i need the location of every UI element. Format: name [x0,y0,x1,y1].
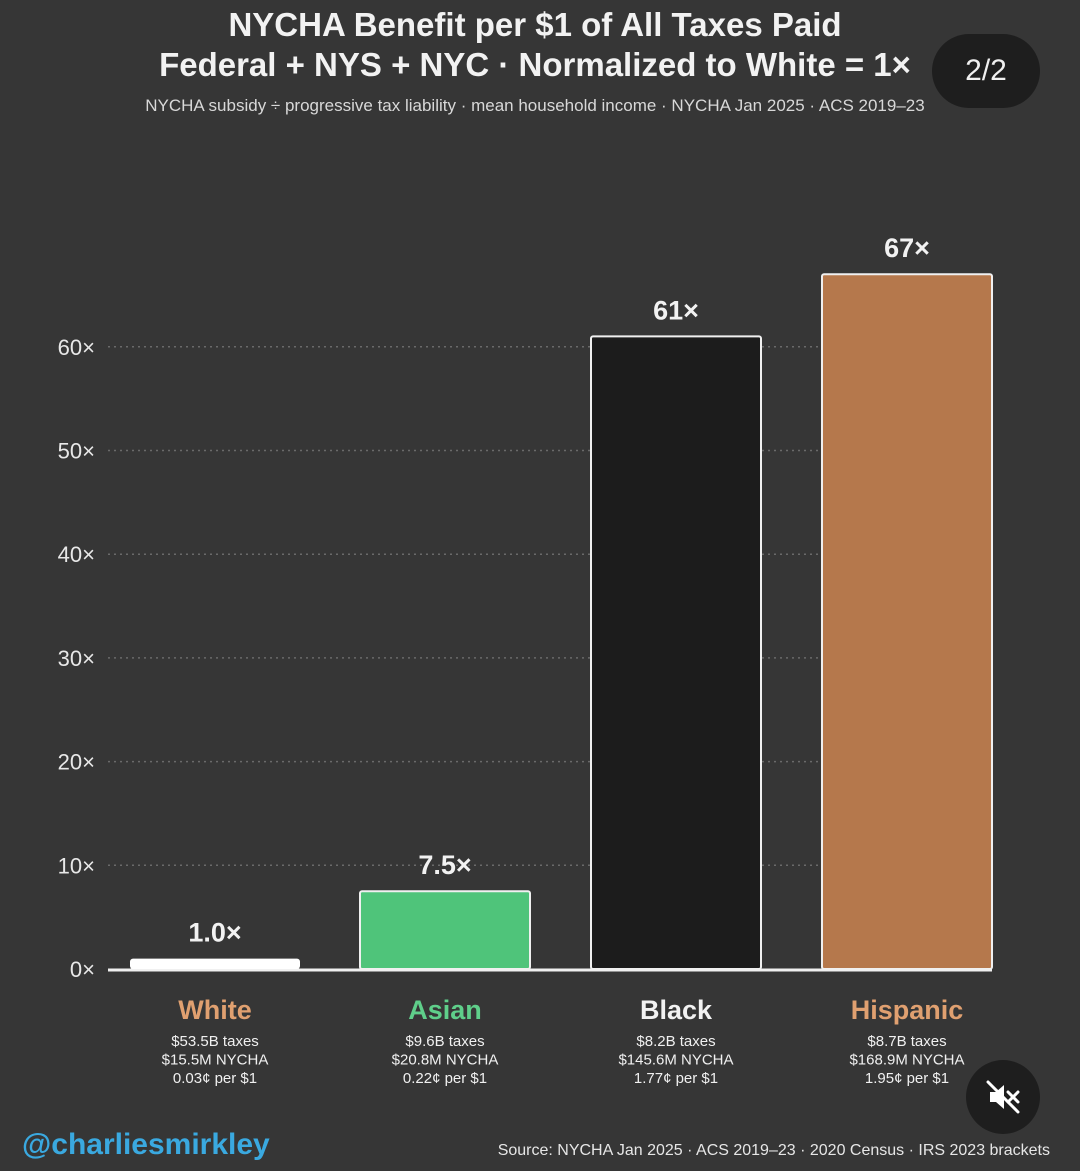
chart-title: NYCHA Benefit per $1 of All Taxes Paid [228,6,842,43]
bar-white [130,958,300,969]
y-tick-label: 60× [58,335,95,360]
y-tick-label: 50× [58,439,95,464]
data-label: 7.5× [418,850,471,880]
category-detail: 0.22¢ per $1 [403,1070,487,1087]
y-tick-label: 20× [58,750,95,775]
category-detail: $15.5M NYCHA [162,1052,269,1069]
chart-subtitle: NYCHA subsidy ÷ progressive tax liabilit… [145,96,925,115]
category-detail: $53.5B taxes [171,1033,259,1050]
category-detail: $9.6B taxes [405,1033,484,1050]
author-handle[interactable]: @charliesmirkley [22,1128,270,1161]
category-label: Black [640,995,713,1025]
chart-title-line-2: Federal + NYS + NYC · Normalized to Whit… [159,46,911,83]
data-label: 1.0× [188,918,241,948]
category-detail: $168.9M NYCHA [849,1052,964,1069]
category-detail: $20.8M NYCHA [392,1052,499,1069]
category-detail: $8.7B taxes [867,1033,946,1050]
source-note: Source: NYCHA Jan 2025 · ACS 2019–23 · 2… [497,1142,1050,1159]
y-tick-label: 30× [58,646,95,671]
speaker-muted-icon [986,1080,1020,1114]
page-indicator[interactable]: 2/2 [932,34,1040,108]
y-tick-label: 40× [58,542,95,567]
y-tick-label: 0× [70,957,95,982]
category-label: Asian [408,995,482,1025]
category-detail: $145.6M NYCHA [618,1052,733,1069]
category-detail: 1.95¢ per $1 [865,1070,949,1087]
mute-button[interactable] [966,1060,1040,1134]
category-detail: 1.77¢ per $1 [634,1070,718,1087]
data-label: 67× [884,233,930,263]
category-detail: 0.03¢ per $1 [173,1070,257,1087]
category-label: White [178,995,252,1025]
category-label: Hispanic [851,995,964,1025]
bar-hispanic [821,273,993,970]
bar-asian [359,890,531,970]
data-label: 61× [653,295,699,325]
y-tick-label: 10× [58,853,95,878]
bar-chart: 0× 10× 20× 30× 40× 50× 60× 1.0× White $53.5B taxe… [58,233,993,1087]
bar-black [590,335,762,970]
category-detail: $8.2B taxes [636,1033,715,1050]
